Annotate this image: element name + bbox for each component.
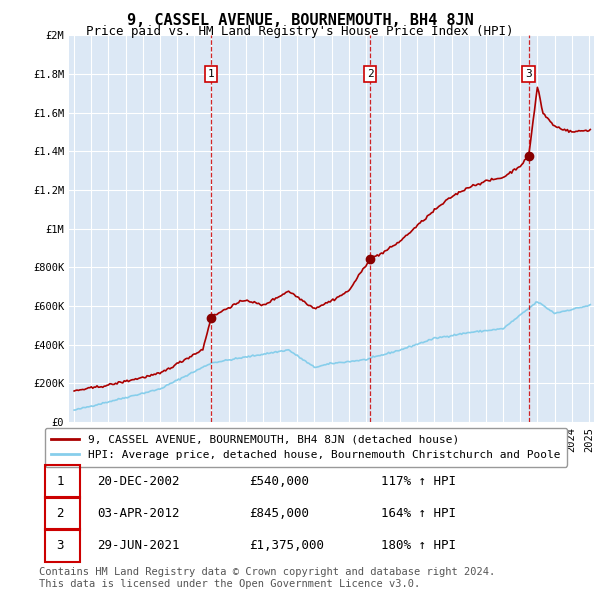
Text: 20-DEC-2002: 20-DEC-2002 bbox=[97, 475, 179, 488]
Text: 164% ↑ HPI: 164% ↑ HPI bbox=[381, 507, 456, 520]
Text: 1: 1 bbox=[208, 69, 214, 79]
Text: Contains HM Land Registry data © Crown copyright and database right 2024.
This d: Contains HM Land Registry data © Crown c… bbox=[39, 567, 495, 589]
Text: 2: 2 bbox=[56, 507, 64, 520]
Text: £1,375,000: £1,375,000 bbox=[249, 539, 324, 552]
Text: 180% ↑ HPI: 180% ↑ HPI bbox=[381, 539, 456, 552]
Text: 1: 1 bbox=[56, 475, 64, 488]
Text: 29-JUN-2021: 29-JUN-2021 bbox=[97, 539, 179, 552]
Text: 3: 3 bbox=[56, 539, 64, 552]
Text: 03-APR-2012: 03-APR-2012 bbox=[97, 507, 179, 520]
Text: £845,000: £845,000 bbox=[249, 507, 309, 520]
Text: 2: 2 bbox=[367, 69, 373, 79]
Text: 117% ↑ HPI: 117% ↑ HPI bbox=[381, 475, 456, 488]
Bar bbox=[44, 497, 80, 530]
Text: Price paid vs. HM Land Registry's House Price Index (HPI): Price paid vs. HM Land Registry's House … bbox=[86, 25, 514, 38]
Text: 9, CASSEL AVENUE, BOURNEMOUTH, BH4 8JN: 9, CASSEL AVENUE, BOURNEMOUTH, BH4 8JN bbox=[127, 13, 473, 28]
Text: £540,000: £540,000 bbox=[249, 475, 309, 488]
Bar bbox=[44, 529, 80, 562]
Legend: 9, CASSEL AVENUE, BOURNEMOUTH, BH4 8JN (detached house), HPI: Average price, det: 9, CASSEL AVENUE, BOURNEMOUTH, BH4 8JN (… bbox=[44, 428, 567, 467]
Text: 3: 3 bbox=[525, 69, 532, 79]
Bar bbox=[44, 465, 80, 498]
